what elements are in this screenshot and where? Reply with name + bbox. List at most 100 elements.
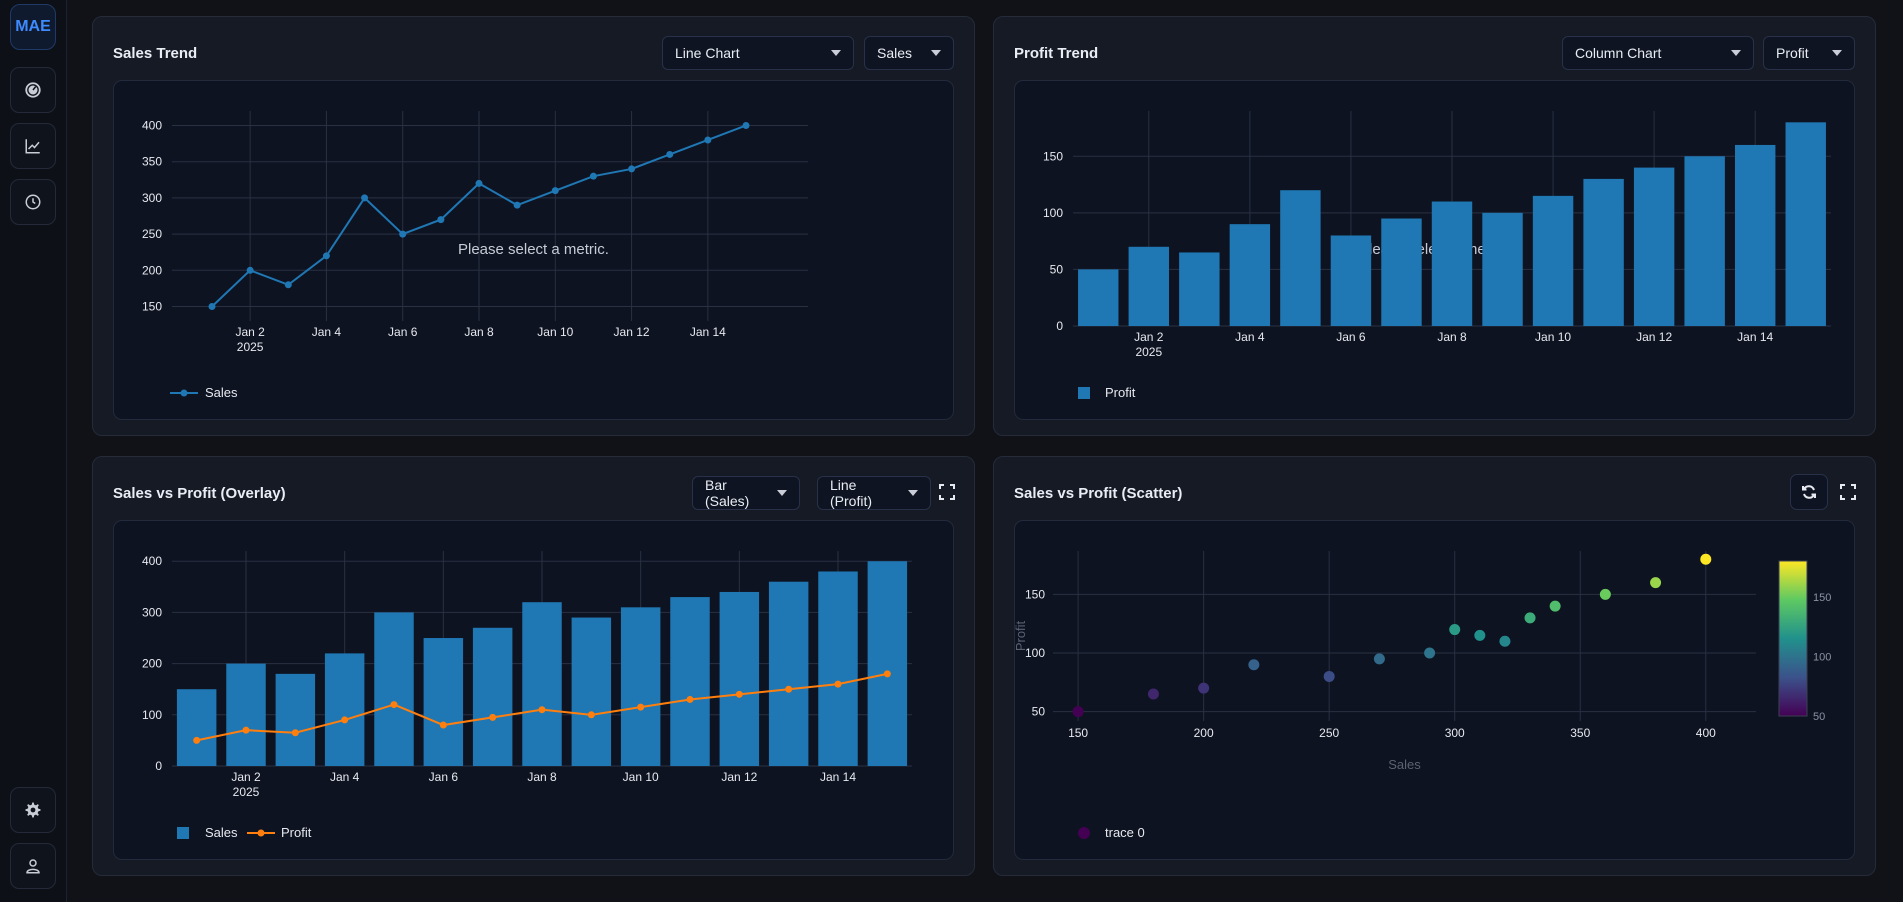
user-icon <box>26 859 40 874</box>
data-point <box>538 706 546 714</box>
y-tick-label: 0 <box>155 759 162 773</box>
legend-marker-profit <box>257 829 265 837</box>
x-tick-label: 300 <box>1445 726 1465 740</box>
data-point <box>637 703 645 711</box>
profit-trend-chart[interactable]: Jan 2 Jan 4 Jan 6 Jan 8 Jan 10 Jan 12 Jan 14 20… <box>1015 81 1856 421</box>
sales-trend-chart[interactable]: Jan 2 Jan 4 Jan 6 Jan 8 Jan 10 Jan 12 Jan 14 20… <box>114 81 955 421</box>
scatter-point <box>1373 653 1385 665</box>
data-point <box>193 736 201 744</box>
select-value: Line (Profit) <box>830 477 872 509</box>
y-tick-label: 400 <box>142 118 162 132</box>
sidebar-item-user[interactable] <box>10 843 56 889</box>
x-tick-label: Jan 6 <box>429 770 459 784</box>
sidebar-item-history[interactable] <box>10 179 56 225</box>
sidebar: MAE <box>0 0 67 902</box>
data-point <box>208 303 216 311</box>
expand-button[interactable] <box>1837 481 1859 503</box>
data-point <box>399 230 407 238</box>
x-tick-label: 400 <box>1696 726 1716 740</box>
data-point <box>742 121 750 129</box>
select-value: Bar (Sales) <box>705 477 750 509</box>
legend-marker-trace <box>1078 827 1090 839</box>
x-tick-label: Jan 8 <box>464 325 494 339</box>
chart-type-select[interactable]: Column Chart <box>1562 36 1754 70</box>
x-tick-label: Jan 14 <box>820 770 856 784</box>
data-point <box>361 194 369 202</box>
x-tick-label: Jan 2 <box>235 325 265 339</box>
data-point <box>513 201 521 209</box>
data-point <box>341 716 349 724</box>
x-tick-label: Jan 4 <box>312 325 342 339</box>
bar <box>522 602 562 766</box>
bar <box>1330 235 1372 326</box>
sidebar-item-charts[interactable] <box>10 123 56 169</box>
scatter-point <box>1147 688 1159 700</box>
data-point <box>489 713 497 721</box>
bar <box>176 689 217 766</box>
y-tick-label: 150 <box>142 300 162 314</box>
line-series-select[interactable]: Line (Profit) <box>817 476 931 510</box>
x-axis-label: Sales <box>1388 757 1421 772</box>
legend-label-sales: Sales <box>205 825 238 840</box>
scatter-point <box>1474 629 1486 641</box>
overlay-chart[interactable]: Jan 2 Jan 4 Jan 6 Jan 8 Jan 10 Jan 12 Jan 14 20… <box>114 521 955 861</box>
metric-select[interactable]: Profit <box>1763 36 1855 70</box>
y-tick-label: 100 <box>142 708 162 722</box>
x-year-label: 2025 <box>233 785 260 799</box>
gear-icon <box>25 802 41 818</box>
data-point <box>735 690 743 698</box>
data-point <box>785 685 793 693</box>
empty-state-message: Please select a metric. <box>458 241 609 258</box>
bar <box>670 597 710 766</box>
bar <box>719 591 760 766</box>
scatter-point <box>1072 706 1084 718</box>
x-tick-label: Jan 4 <box>1235 330 1265 344</box>
x-tick-label: Jan 4 <box>330 770 360 784</box>
app-logo[interactable]: MAE <box>10 4 56 50</box>
data-point <box>291 729 299 737</box>
chevron-down-icon <box>831 50 841 56</box>
expand-button[interactable] <box>936 481 958 503</box>
refresh-icon <box>1802 485 1816 499</box>
bar <box>1078 269 1119 326</box>
scatter-point <box>1599 588 1611 600</box>
y-tick-label: 150 <box>1043 149 1063 163</box>
chart-type-select[interactable]: Line Chart <box>662 36 854 70</box>
bar <box>867 561 908 766</box>
sidebar-item-settings[interactable] <box>10 787 56 833</box>
x-tick-label: Jan 8 <box>1437 330 1467 344</box>
chart-area: Jan 2 Jan 4 Jan 6 Jan 8 Jan 10 Jan 12 Jan 14 20… <box>1014 80 1855 420</box>
bar <box>1381 218 1422 326</box>
scatter-point <box>1449 624 1461 636</box>
data-point <box>475 179 483 187</box>
legend-label-profit: Profit <box>1105 385 1136 400</box>
x-tick-label: Jan 6 <box>388 325 418 339</box>
chart-area: Jan 2 Jan 4 Jan 6 Jan 8 Jan 10 Jan 12 Jan 14 20… <box>113 80 954 420</box>
data-point <box>686 695 694 703</box>
data-point <box>284 281 292 289</box>
x-tick-label: Jan 14 <box>690 325 726 339</box>
chevron-down-icon <box>908 490 918 496</box>
overlay-card: Sales vs Profit (Overlay) Bar (Sales) Li… <box>92 456 975 876</box>
scatter-chart[interactable]: 150 200 250 300 350 400 50 100 150 Sales Profit 50 1… <box>1013 521 1856 861</box>
sidebar-item-dashboard[interactable] <box>10 67 56 113</box>
scatter-point <box>1700 553 1712 565</box>
data-point <box>246 266 254 274</box>
bar <box>620 607 661 766</box>
card-title: Profit Trend <box>1014 45 1099 62</box>
scatter-point <box>1424 647 1436 659</box>
x-tick-label: Jan 14 <box>1737 330 1773 344</box>
bar <box>1179 252 1220 326</box>
data-point <box>883 670 891 678</box>
data-point <box>589 172 597 180</box>
refresh-button[interactable] <box>1790 474 1828 510</box>
scatter-point <box>1549 600 1561 612</box>
bar-series-select[interactable]: Bar (Sales) <box>692 476 800 510</box>
data-point <box>834 680 842 688</box>
x-tick-label: Jan 12 <box>1636 330 1672 344</box>
colorbar-tick-label: 50 <box>1813 711 1825 723</box>
data-point <box>628 165 636 173</box>
chart-area: Jan 2 Jan 4 Jan 6 Jan 8 Jan 10 Jan 12 Jan 14 20… <box>113 520 954 860</box>
metric-select[interactable]: Sales <box>864 36 954 70</box>
line-chart-icon <box>25 139 40 154</box>
